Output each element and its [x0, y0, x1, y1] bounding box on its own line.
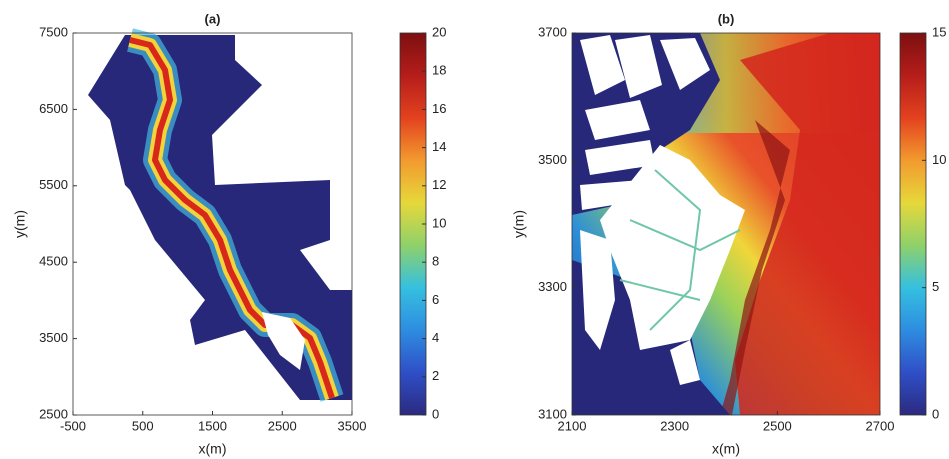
y-tick-label: 2500: [39, 406, 68, 421]
y-tick-label: 3500: [39, 330, 68, 345]
y-tick-label: 7500: [39, 24, 68, 39]
colorbar-tick-label: 8: [432, 254, 439, 269]
y-tick-label: 5500: [39, 177, 68, 192]
x-axis-label: x(m): [712, 441, 740, 457]
colorbar-tick-label: 20: [432, 24, 446, 39]
chart-title: (a): [205, 11, 221, 26]
colorbar: [900, 33, 926, 415]
colorbar-tick-label: 10: [432, 215, 446, 230]
colorbar-tick-label: 4: [432, 330, 439, 345]
y-axis-label: y(m): [511, 210, 527, 238]
colorbar-tick-label: 6: [432, 292, 439, 307]
x-tick-label: 2300: [660, 418, 689, 433]
y-tick-label: 3300: [538, 279, 567, 294]
y-axis-label: y(m): [12, 210, 28, 238]
x-tick-label: 2500: [268, 418, 297, 433]
colorbar-tick-label: 0: [432, 406, 439, 421]
colorbar-tick-label: 15: [932, 24, 946, 39]
y-tick-label: 3500: [538, 152, 567, 167]
x-tick-label: 3500: [338, 418, 367, 433]
x-tick-label: 1500: [198, 418, 227, 433]
colorbar-tick-label: 5: [932, 279, 939, 294]
heatmap-field: [572, 33, 880, 415]
chart-title: (b): [718, 11, 735, 26]
y-tick-label: 3700: [538, 24, 567, 39]
colorbar-tick-label: 16: [432, 101, 446, 116]
colorbar-tick-label: 10: [932, 152, 946, 167]
colorbar-tick-label: 0: [932, 406, 939, 421]
x-axis-label: x(m): [199, 441, 227, 457]
colorbar-tick-label: 18: [432, 63, 446, 78]
figure: -500500150025003500250035004500550065007…: [0, 0, 949, 459]
heatmap-field: [88, 35, 352, 400]
colorbar-tick-label: 14: [432, 139, 446, 154]
y-tick-label: 6500: [39, 101, 68, 116]
y-tick-label: 4500: [39, 254, 68, 269]
x-tick-label: 2700: [866, 418, 895, 433]
x-tick-label: 500: [132, 418, 154, 433]
colorbar-tick-label: 12: [432, 177, 446, 192]
colorbar-tick-label: 2: [432, 368, 439, 383]
x-tick-label: 2500: [763, 418, 792, 433]
y-tick-label: 3100: [538, 406, 567, 421]
